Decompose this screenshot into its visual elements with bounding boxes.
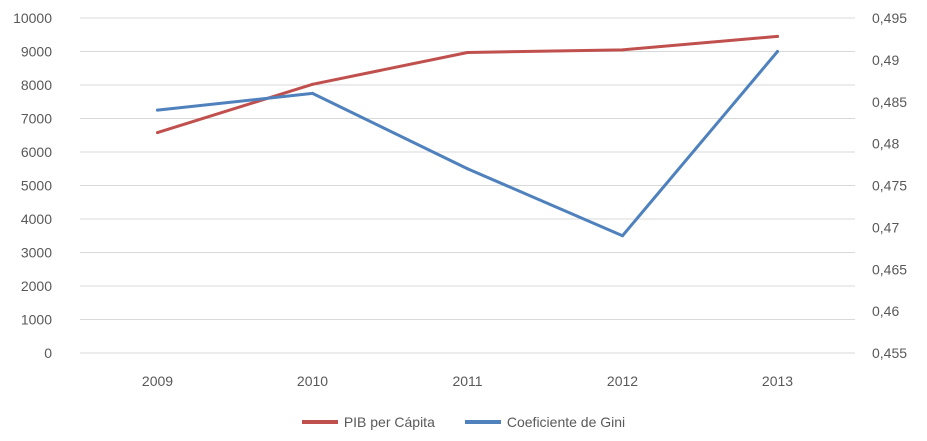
y-left-tick-label: 2000 — [21, 278, 52, 294]
y-left-tick-label: 9000 — [21, 44, 52, 60]
series-1-point — [466, 167, 469, 171]
y-left-tick-label: 8000 — [21, 77, 52, 93]
series-1-point — [776, 50, 779, 53]
y-right-tick-label: 0,49 — [872, 52, 899, 68]
y-right-tick-label: 0,47 — [872, 219, 899, 235]
x-tick-label: 2011 — [452, 373, 482, 389]
series-0-point — [621, 48, 624, 52]
legend-item-pib: PIB per Cápita — [301, 414, 435, 430]
y-right-tick-label: 0,465 — [872, 261, 907, 277]
series-1-point — [156, 108, 159, 112]
y-left-tick-label: 3000 — [21, 245, 52, 261]
y-right-tick-label: 0,495 — [872, 10, 907, 26]
series-line-1 — [156, 50, 779, 238]
y-right-tick-label: 0,48 — [872, 136, 899, 152]
y-left-tick-label: 5000 — [21, 178, 52, 194]
series-0-point — [311, 82, 314, 86]
series-1-point — [311, 91, 314, 95]
legend-swatch-pib — [301, 420, 338, 424]
x-tick-label: 2012 — [607, 373, 638, 389]
y-right-tick-label: 0,46 — [872, 303, 899, 319]
y-left-tick-label: 6000 — [21, 144, 52, 160]
y-left-tick-label: 7000 — [21, 111, 52, 127]
y-left-tick-label: 0 — [44, 345, 52, 361]
series-1-point — [621, 234, 624, 238]
series-0-point — [466, 51, 469, 55]
x-tick-label: 2009 — [142, 373, 173, 389]
y-left-tick-label: 4000 — [21, 211, 52, 227]
legend-item-gini: Coeficiente de Gini — [464, 414, 626, 430]
legend: PIB per Cápita Coeficiente de Gini — [0, 414, 927, 430]
y-left-tick-label: 1000 — [21, 312, 52, 328]
y-right-tick-label: 0,455 — [872, 345, 907, 361]
x-tick-label: 2010 — [297, 373, 328, 389]
y-left-tick-label: 10000 — [13, 10, 52, 26]
legend-swatch-gini — [464, 420, 501, 424]
series-0-point — [776, 34, 779, 38]
legend-label-gini: Coeficiente de Gini — [506, 414, 626, 430]
legend-label-pib: PIB per Cápita — [343, 414, 435, 430]
x-tick-label: 2013 — [762, 373, 793, 389]
series-0-point — [156, 131, 159, 135]
y-right-tick-label: 0,475 — [872, 178, 907, 194]
y-right-tick-label: 0,485 — [872, 94, 907, 110]
